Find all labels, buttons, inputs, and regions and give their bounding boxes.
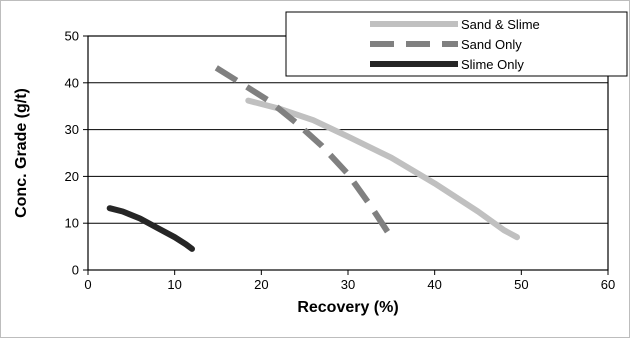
legend-label-sand-slime: Sand & Slime (461, 17, 540, 32)
y-tick-label: 30 (65, 122, 79, 137)
series-line-slime-only (106, 205, 195, 252)
series-line-sand-only (214, 65, 393, 237)
x-tick-label: 10 (167, 277, 181, 292)
x-tick-label: 30 (341, 277, 355, 292)
x-tick-label: 20 (254, 277, 268, 292)
x-axis-title: Recovery (%) (297, 299, 398, 316)
y-axis-title: Conc. Grade (g/t) (13, 88, 30, 218)
series-layer (106, 65, 520, 252)
y-axis-ticks: 0 10 20 30 40 50 (65, 29, 88, 278)
series-line-sand-slime (245, 97, 520, 241)
legend-label-slime-only: Slime Only (461, 57, 524, 72)
x-axis-ticks: 0 10 20 30 40 50 60 (84, 270, 615, 292)
x-tick-label: 60 (601, 277, 615, 292)
y-tick-label: 10 (65, 216, 79, 231)
legend-label-sand-only: Sand Only (461, 37, 522, 52)
y-tick-label: 50 (65, 29, 79, 44)
legend: Sand & Slime Sand Only Slime Only (285, 11, 628, 77)
y-tick-label: 40 (65, 75, 79, 90)
y-tick-label: 20 (65, 169, 79, 184)
x-tick-label: 0 (84, 277, 91, 292)
x-tick-label: 50 (514, 277, 528, 292)
y-tick-label: 0 (72, 263, 79, 278)
gridlines (88, 82, 608, 224)
x-tick-label: 40 (427, 277, 441, 292)
